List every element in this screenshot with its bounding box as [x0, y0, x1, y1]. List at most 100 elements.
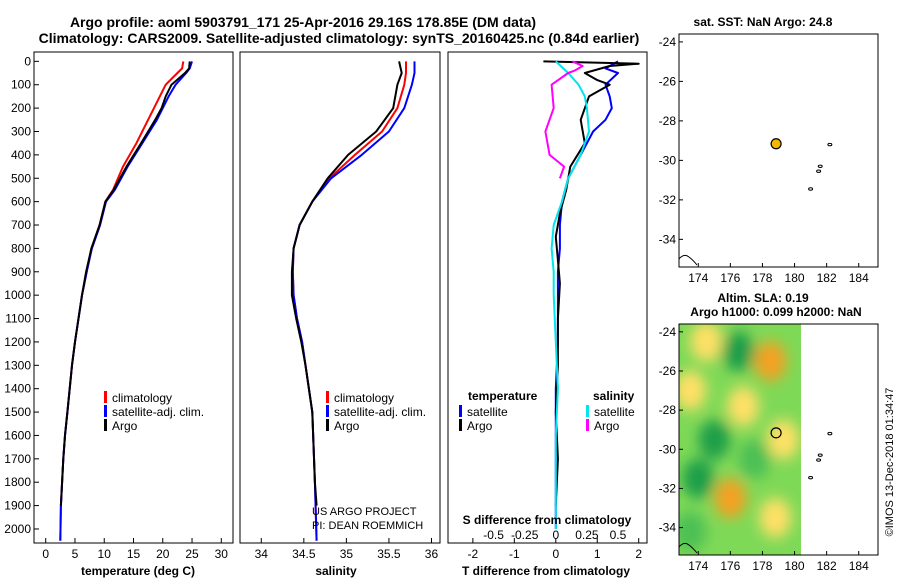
- legend-label-temperature-satellite: satellite: [467, 405, 508, 419]
- legend-label-argo: Argo: [334, 419, 360, 433]
- legend-label-satellite: satellite-adj. clim.: [334, 405, 426, 419]
- island-shape: [816, 169, 822, 173]
- salinity-axis-label: salinity: [315, 564, 357, 578]
- depth-tick-label: 0: [24, 54, 31, 68]
- argo-position-marker: [770, 427, 782, 439]
- t-difference-axis: -2 -1 0 1 2: [468, 538, 642, 561]
- x-tick-label: 25: [185, 547, 199, 561]
- sla-anomaly-blob: [679, 370, 707, 411]
- x-tick-label: 0: [552, 547, 559, 561]
- temperature-axis-label: temperature (deg C): [81, 564, 195, 578]
- lat-tick-label: -28: [659, 114, 677, 128]
- legend-swatch-temperature-satellite: [459, 405, 462, 417]
- depth-tick-label: 1200: [4, 335, 31, 349]
- difference-frame: [447, 51, 648, 544]
- lat-tick-label: -26: [659, 74, 677, 88]
- t-difference-axis-label: T difference from climatology: [462, 564, 630, 578]
- depth-tick-label: 900: [11, 265, 31, 279]
- x-tick-label: 36: [425, 547, 439, 561]
- series-line-satellite-adj-clim: [291, 61, 416, 541]
- sst-map-title: sat. SST: NaN Argo: 24.8: [694, 15, 833, 29]
- sla-map-panel: Altim. SLA: 0.19 Argo h1000: 0.099 h2000…: [659, 291, 879, 573]
- legend-header-salinity: salinity: [593, 389, 635, 403]
- temperature-legend: climatology satellite-adj. clim. Argo: [104, 391, 204, 433]
- figure-title-line-1: Argo profile: aoml 5903791_171 25-Apr-20…: [70, 14, 536, 30]
- x-tick-label: 34.5: [292, 547, 316, 561]
- difference-panel: -2 -1 0 1 2 -0.5 -0.25 0 0.25 0.5 T difference f…: [447, 51, 648, 578]
- x-tick-label: 30: [215, 547, 229, 561]
- argo-position-marker: [770, 138, 782, 150]
- x-tick-label: 35.5: [377, 547, 401, 561]
- island-shape: [817, 164, 823, 168]
- depth-tick-label: 1900: [4, 499, 31, 513]
- legend-swatch-argo: [326, 419, 329, 431]
- s-diff-tick-label: 0.5: [610, 528, 627, 542]
- sst-map-content: [678, 138, 833, 266]
- island-shape: [816, 458, 822, 462]
- difference-series-group: [543, 60, 640, 529]
- lon-tick-label: 174: [688, 559, 708, 573]
- s-diff-tick-label: 0: [552, 528, 559, 542]
- legend-swatch-argo: [104, 419, 107, 431]
- s-difference-axis: -0.5 -0.25 0 0.25 0.5: [483, 528, 626, 542]
- lon-tick-label: 178: [752, 271, 772, 285]
- imos-stamp: ©IMOS 13-Dec-2018 01:34:47: [884, 388, 896, 537]
- depth-tick-label: 1800: [4, 475, 31, 489]
- salinity-series-group: [290, 61, 416, 541]
- lat-tick-label: -30: [659, 153, 677, 167]
- lat-tick-label: -28: [659, 403, 677, 417]
- project-credit-line-1: US ARGO PROJECT: [312, 506, 417, 518]
- lon-tick-label: 184: [849, 559, 869, 573]
- lon-tick-label: 182: [817, 271, 837, 285]
- lat-tick-label: -24: [659, 325, 677, 339]
- salinity-frame: [239, 51, 441, 544]
- depth-tick-label: 500: [11, 171, 31, 185]
- depth-tick-label: 200: [11, 101, 31, 115]
- sla-field: [679, 324, 801, 555]
- temperature-series-group: [59, 61, 193, 541]
- sla-map-frame: [678, 323, 879, 556]
- lat-tick-label: -32: [659, 481, 677, 495]
- series-line-temperature-satellite: [554, 60, 619, 529]
- s-diff-tick-label: 0.25: [575, 528, 599, 542]
- x-tick-label: -2: [468, 547, 479, 561]
- island-shape: [817, 453, 823, 457]
- legend-label-salinity-argo: Argo: [594, 419, 620, 433]
- sla-anomaly-blob: [714, 478, 747, 519]
- project-credit-line-2: PI: DEAN ROEMMICH: [312, 520, 423, 532]
- depth-tick-label: 300: [11, 124, 31, 138]
- temperature-frame: [33, 51, 234, 544]
- series-line-climatology: [59, 61, 185, 541]
- lat-tick-label: -32: [659, 193, 677, 207]
- series-line-salinity-argo: [544, 60, 584, 179]
- x-tick-label: 1: [594, 547, 601, 561]
- sla-anomaly-blob: [679, 511, 707, 552]
- coastline-shape: [678, 254, 698, 266]
- island-shape: [827, 431, 833, 436]
- sla-anomaly-blob: [754, 341, 787, 382]
- salinity-axis: 34 34.5 35 35.5 36: [255, 538, 439, 561]
- sla-field-blobs: [679, 324, 800, 552]
- temperature-panel: 0100200300400500600700800900100011001200…: [4, 51, 234, 578]
- lat-tick-label: -34: [659, 232, 677, 246]
- sst-map-frame: [678, 33, 879, 268]
- depth-tick-label: 100: [11, 78, 31, 92]
- depth-tick-label: 2000: [4, 522, 31, 536]
- legend-swatch-temperature-argo: [459, 419, 462, 431]
- legend-label-argo: Argo: [112, 419, 138, 433]
- x-tick-label: 10: [98, 547, 112, 561]
- sla-map-title-line-1: Altim. SLA: 0.19: [717, 291, 809, 305]
- legend-swatch-satellite: [104, 405, 107, 417]
- depth-tick-label: 800: [11, 241, 31, 255]
- legend-swatch-climatology: [104, 391, 107, 403]
- x-tick-label: 5: [72, 547, 79, 561]
- sla-map-content: [678, 427, 833, 554]
- lat-tick-label: -26: [659, 364, 677, 378]
- lon-tick-label: 182: [817, 559, 837, 573]
- sla-anomaly-blob: [759, 497, 792, 538]
- lon-tick-label: 174: [688, 271, 708, 285]
- lat-tick-label: -24: [659, 35, 677, 49]
- lon-tick-label: 178: [752, 559, 772, 573]
- figure-title-line-2: Climatology: CARS2009. Satellite-adjuste…: [39, 30, 640, 46]
